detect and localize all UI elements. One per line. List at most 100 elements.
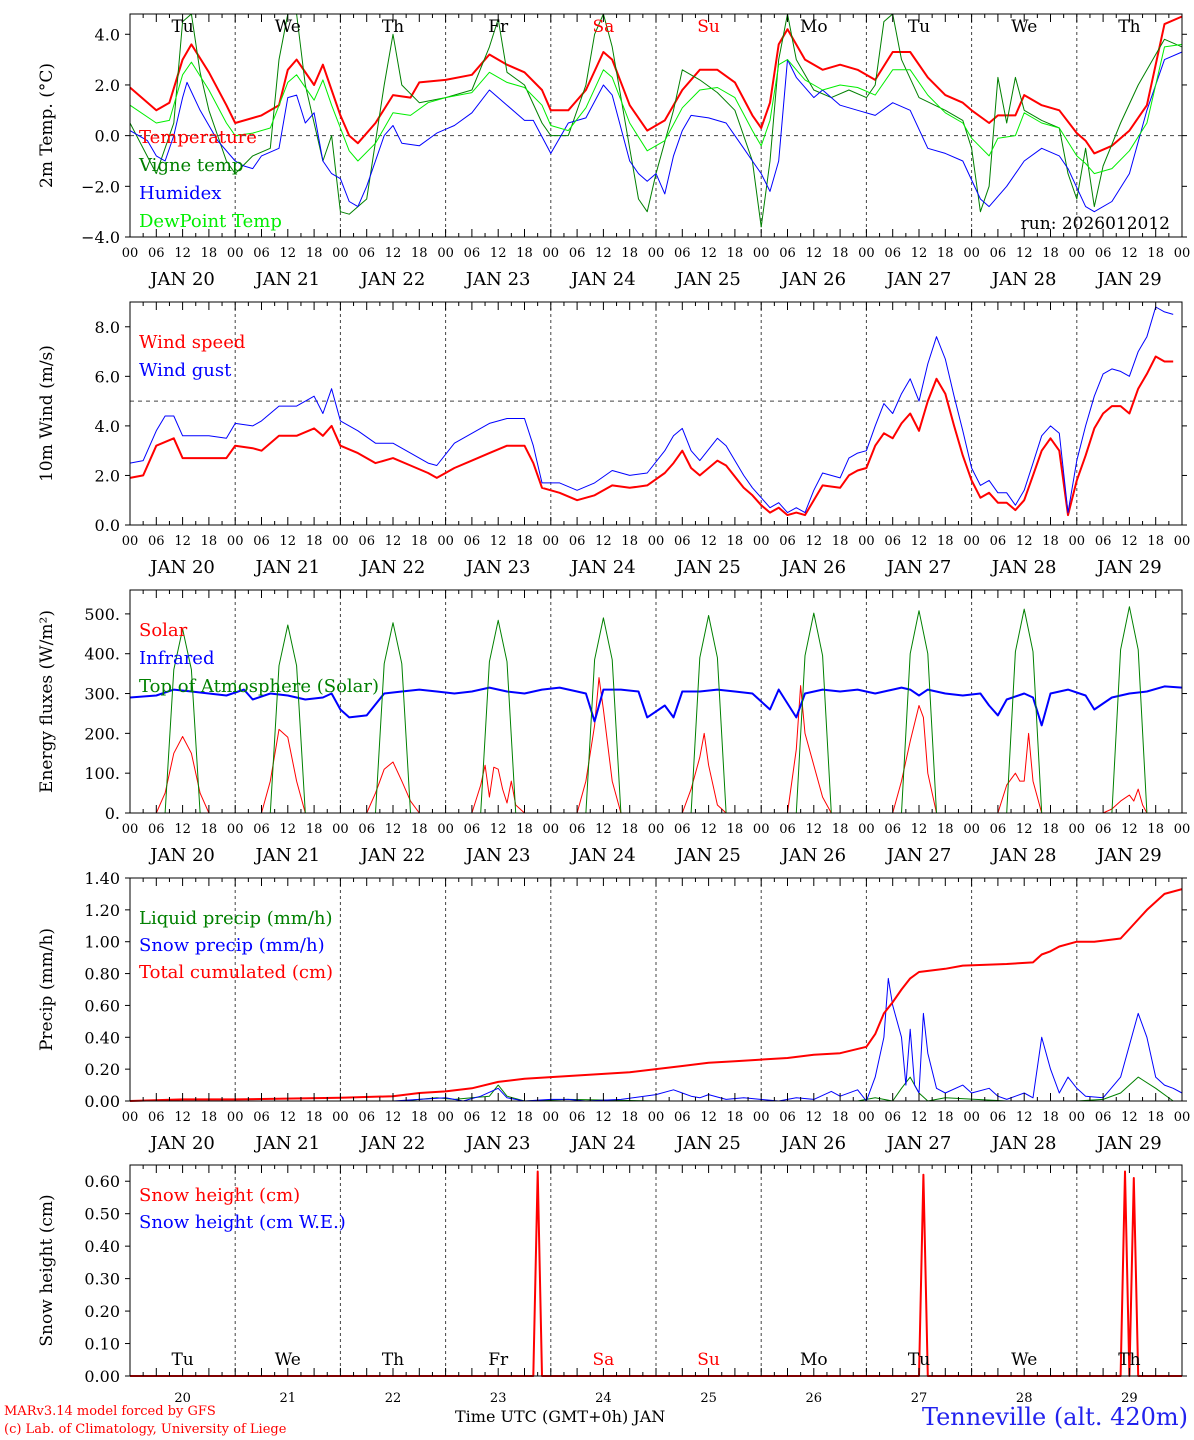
x-date-label: JAN 28	[990, 269, 1057, 290]
x-hour-label: 12	[1121, 822, 1138, 837]
y-tick-label: 0.20	[84, 1302, 120, 1321]
weekday-label: We	[275, 1350, 301, 1370]
x-hour-label: 12	[1016, 246, 1033, 261]
x-hour-label: 06	[358, 1110, 375, 1125]
weekday-label: Sa	[593, 17, 615, 37]
legend-entry: Solar	[139, 620, 188, 641]
x-date-label: JAN 26	[780, 845, 847, 866]
x-hour-label: 18	[621, 1110, 638, 1125]
x-hour-label: 12	[1121, 1110, 1138, 1125]
x-hour-label: 12	[1016, 1110, 1033, 1125]
y-tick-label: 100.	[84, 764, 120, 783]
panel-precip: 0.00 0.20 0.40 0.60 0.80 1.00 1.20 1.40 Precip (…	[37, 869, 1190, 1154]
x-hour-label: 18	[727, 246, 744, 261]
x-hour-label: 06	[464, 534, 481, 549]
x-hour-label: 00	[437, 822, 454, 837]
x-date-label: JAN 20	[148, 1133, 215, 1154]
x-date-label: JAN 24	[569, 1133, 636, 1154]
y-axis-label: Precip (mm/h)	[37, 928, 57, 1051]
x-date-label: JAN 28	[990, 1133, 1057, 1154]
x-hour-label: 00	[858, 246, 875, 261]
x-hour-label: 00	[753, 246, 770, 261]
x-date-label: JAN 22	[359, 557, 426, 578]
y-tick-label: 4.0	[95, 25, 120, 44]
x-date-label: JAN 27	[885, 557, 952, 578]
x-hour-label: 00	[753, 534, 770, 549]
x-date-label: JAN 29	[1095, 1133, 1162, 1154]
x-hour-label: 06	[779, 1110, 796, 1125]
x-hour-label: 18	[411, 246, 428, 261]
y-axis-label: 2m Temp. (°C)	[37, 63, 57, 188]
x-hour-label: 12	[911, 822, 928, 837]
weekday-label: Th	[1118, 1350, 1140, 1370]
legend-entry: Infrared	[139, 648, 214, 669]
y-axis-label: 10m Wind (m/s)	[37, 345, 57, 482]
x-hour-label: 12	[700, 1110, 717, 1125]
model-credit: MARv3.14 model forced by GFS (c) Lab. of…	[4, 1403, 286, 1439]
y-tick-label: 0.40	[84, 1237, 120, 1256]
x-hour-label: 06	[884, 822, 901, 837]
x-hour-label: 00	[332, 822, 349, 837]
series-line-infrared	[129, 685, 1183, 727]
weekday-label: Fr	[488, 17, 509, 37]
x-hour-label: 18	[516, 822, 533, 837]
x-hour-label: 00	[227, 534, 244, 549]
legend-entry: Vigne temp	[138, 155, 243, 176]
x-hour-label: 06	[884, 534, 901, 549]
x-date-label: JAN 28	[990, 557, 1057, 578]
x-hour-label: 00	[122, 246, 139, 261]
x-hour-label: 06	[569, 534, 586, 549]
weekday-label: Mo	[800, 17, 828, 37]
weekday-label: We	[1011, 17, 1037, 37]
x-hour-label: 18	[1042, 822, 1059, 837]
weekday-label: Tu	[171, 17, 193, 37]
panel-snow: 0.00 0.10 0.20 0.30 0.40 0.50 0.60 Snow height …	[37, 1164, 1187, 1405]
series-line-total-cumulated-cm	[129, 888, 1183, 1102]
y-axis-label: Energy fluxes (W/m²)	[37, 610, 57, 793]
x-hour-label: 06	[990, 534, 1007, 549]
x-hour-label: 06	[674, 534, 691, 549]
x-hour-label: 12	[385, 822, 402, 837]
x-hour-label: 12	[385, 534, 402, 549]
x-date-label: JAN 23	[464, 557, 531, 578]
x-hour-label: 06	[464, 246, 481, 261]
x-date-label: JAN 20	[148, 845, 215, 866]
legend-entry: DewPoint Temp	[139, 211, 282, 232]
x-hour-label: 18	[937, 534, 954, 549]
x-hour-label: 18	[937, 822, 954, 837]
x-hour-label: 18	[1147, 246, 1164, 261]
x-hour-label: 06	[990, 822, 1007, 837]
x-hour-label: 06	[990, 246, 1007, 261]
legend-entry: Liquid precip (mm/h)	[139, 908, 333, 929]
x-hour-label: 06	[358, 534, 375, 549]
x-hour-label: 12	[490, 534, 507, 549]
x-date-label: JAN 26	[780, 1133, 847, 1154]
x-hour-label: 06	[674, 246, 691, 261]
plot-frame	[129, 301, 1183, 526]
x-date-label: JAN 24	[569, 269, 636, 290]
x-hour-label: 12	[1016, 822, 1033, 837]
x-hour-label: 18	[937, 246, 954, 261]
y-tick-label: 8.0	[95, 318, 120, 337]
credit-line-1: MARv3.14 model forced by GFS	[4, 1404, 216, 1419]
panel-wind: 0.0 2.0 4.0 6.0 8.0 10m Wind (m/s) 00 06 12 18 JAN…	[37, 301, 1190, 578]
y-tick-label: −2.0	[81, 177, 120, 196]
x-hour-label: 18	[201, 1110, 218, 1125]
x-hour-label: 00	[858, 1110, 875, 1125]
x-hour-label: 12	[280, 534, 297, 549]
y-tick-label: 1.40	[84, 869, 120, 888]
x-hour-label: 06	[779, 246, 796, 261]
x-hour-label: 06	[884, 1110, 901, 1125]
series-line-wind-speed	[129, 355, 1174, 517]
x-hour-label: 06	[464, 822, 481, 837]
x-hour-label: 00	[1069, 246, 1086, 261]
series-line-dewpoint-temp	[129, 43, 1183, 175]
y-tick-label: 0.60	[84, 1172, 120, 1191]
series-line-solar	[130, 677, 1182, 814]
y-tick-label: 4.0	[95, 417, 120, 436]
x-hour-label: 06	[1095, 246, 1112, 261]
series-line-vigne-temp	[129, 13, 1183, 228]
x-hour-label: 18	[1042, 1110, 1059, 1125]
y-tick-label: 0.80	[84, 965, 120, 984]
legend-entry: Wind gust	[139, 360, 232, 381]
